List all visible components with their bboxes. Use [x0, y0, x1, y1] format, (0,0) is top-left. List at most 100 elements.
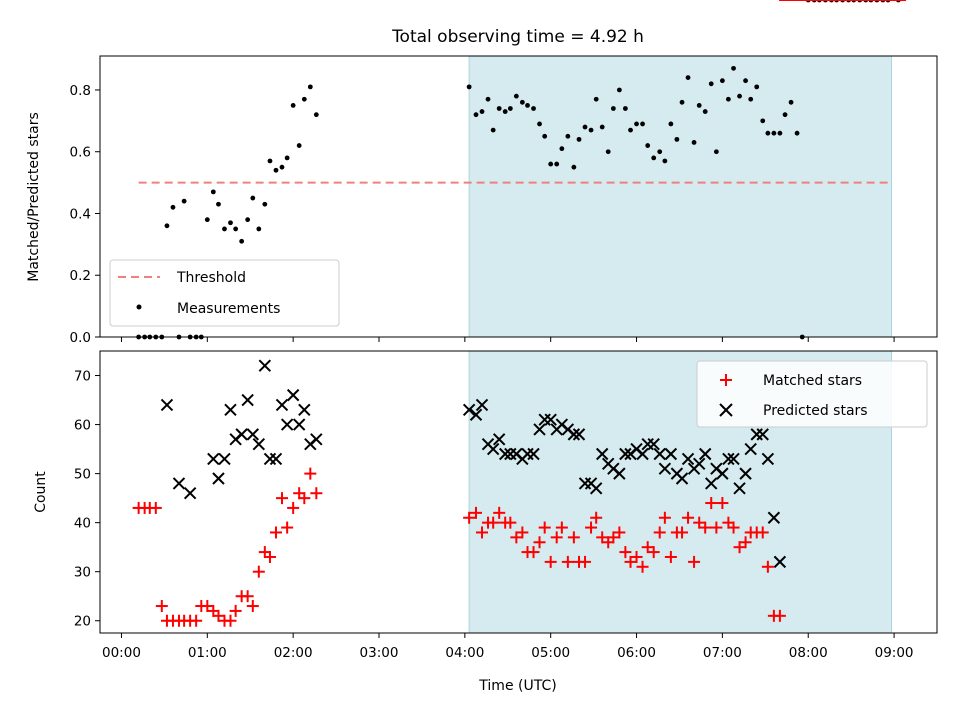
matched-star-marker	[190, 614, 203, 627]
predicted-marker-stroke	[172, 477, 186, 490]
measurement-point	[622, 106, 628, 111]
predicted-star-marker	[589, 482, 603, 495]
measurement-point	[696, 103, 702, 108]
count-legend-box	[696, 360, 928, 428]
predicted-star-marker	[486, 442, 500, 456]
ratio-legend-box	[109, 259, 340, 327]
predicted-star-marker	[462, 403, 476, 417]
measurement-point	[537, 121, 542, 127]
measurement-point	[181, 198, 187, 204]
matched-star-marker	[281, 521, 294, 534]
predicted-marker-stroke	[595, 447, 609, 461]
predicted-star-marker	[636, 447, 649, 461]
predicted-star-marker	[235, 428, 248, 441]
predicted-marker-stroke	[533, 423, 546, 436]
measurement-point	[554, 161, 560, 167]
measurement-point	[170, 204, 176, 210]
count-x-ticks: 00:00 01:00 02:00 03:00 04:00 05:00 06:00 07:00…	[102, 633, 914, 661]
predicted-marker-stroke	[241, 393, 254, 407]
legend-matched-swatch	[720, 374, 732, 386]
predicted-marker-stroke	[716, 467, 729, 480]
predicted-marker-stroke	[492, 433, 506, 446]
legend-matched-label: Matched stars	[763, 373, 862, 389]
x-tick-label: 09:00	[875, 645, 914, 661]
measurement-point	[754, 84, 760, 90]
measurement-point	[296, 143, 302, 148]
predicted-marker-stroke	[258, 359, 272, 372]
predicted-marker-stroke	[653, 447, 666, 461]
predicted-marker-stroke	[544, 413, 557, 426]
x-tick-label: 07:00	[703, 645, 742, 661]
matched-star-marker	[476, 526, 489, 539]
count-axes-frame	[99, 350, 938, 634]
matched-star-marker	[727, 521, 740, 534]
measurement-point	[777, 130, 783, 136]
measurement-point	[691, 140, 697, 145]
count-y-tick-label: 30	[74, 565, 91, 581]
matched-star-marker	[682, 511, 695, 524]
measurement-point	[743, 78, 748, 84]
matched-star-marker	[555, 521, 568, 534]
measurement-point	[725, 96, 731, 102]
measurement-point	[239, 238, 245, 244]
matched-star-marker	[510, 531, 523, 544]
count-y-tick-label: 60	[74, 418, 91, 434]
matched-star-marker	[544, 555, 557, 568]
matched-star-marker	[647, 546, 660, 559]
matched-star-marker	[304, 467, 317, 480]
predicted-marker-stroke	[286, 388, 300, 402]
measurement-point	[571, 164, 577, 170]
measurement-point	[651, 155, 657, 161]
matched-star-marker	[201, 600, 214, 613]
measurement-point	[222, 226, 227, 232]
matched-star-marker	[590, 511, 603, 524]
matched-star-marker	[504, 516, 517, 529]
measurement-point	[588, 127, 594, 133]
matched-star-marker	[710, 521, 723, 534]
measurement-point	[794, 130, 800, 136]
measurement-point	[679, 99, 685, 105]
measurement-point	[668, 121, 674, 127]
predicted-marker-stroke	[636, 447, 649, 461]
legend-predicted-label: Predicted stars	[763, 403, 868, 419]
measurement-point	[662, 158, 668, 164]
predicted-marker-stroke	[705, 477, 718, 490]
matched-star-marker	[224, 614, 237, 627]
measurement-point	[593, 96, 599, 102]
predicted-star-marker	[756, 428, 769, 441]
predicted-marker-stroke	[767, 511, 781, 524]
matched-star-marker	[688, 555, 701, 568]
predicted-marker-stroke	[567, 428, 581, 441]
count-y-ticks: 20 30 40 50 60 70	[74, 369, 100, 630]
predicted-marker-stroke	[224, 403, 237, 417]
measurement-point	[245, 217, 251, 223]
predicted-star-marker	[658, 462, 672, 475]
matched-star-marker	[212, 609, 225, 622]
measurement-point	[216, 201, 221, 207]
predicted-marker-stroke	[246, 428, 260, 441]
matched-star-marker	[624, 555, 637, 568]
predicted-star-marker	[207, 452, 220, 466]
predicted-star-marker	[212, 472, 225, 485]
predicted-star-marker	[716, 467, 729, 480]
predicted-star-marker	[544, 413, 557, 426]
matched-star-marker	[579, 555, 592, 568]
predicted-marker-stroke	[310, 433, 323, 446]
measurement-point	[290, 103, 296, 108]
measurement-point	[616, 87, 622, 93]
ratio-shaded-interval	[468, 55, 893, 338]
predicted-star-marker	[681, 452, 695, 466]
predicted-star-marker	[475, 398, 489, 412]
predicted-star-marker	[533, 423, 546, 436]
matched-star-marker	[538, 521, 551, 534]
measurement-point	[204, 217, 210, 223]
matched-star-marker	[607, 531, 620, 544]
legend-threshold-label: Threshold	[176, 270, 246, 286]
predicted-marker-stroke	[486, 442, 500, 456]
measurement-point	[490, 127, 496, 133]
measurement-point	[485, 96, 491, 102]
predicted-marker-stroke	[658, 462, 672, 475]
predicted-marker-stroke	[761, 452, 775, 466]
predicted-marker-stroke	[160, 398, 174, 412]
predicted-star-marker	[275, 398, 289, 412]
